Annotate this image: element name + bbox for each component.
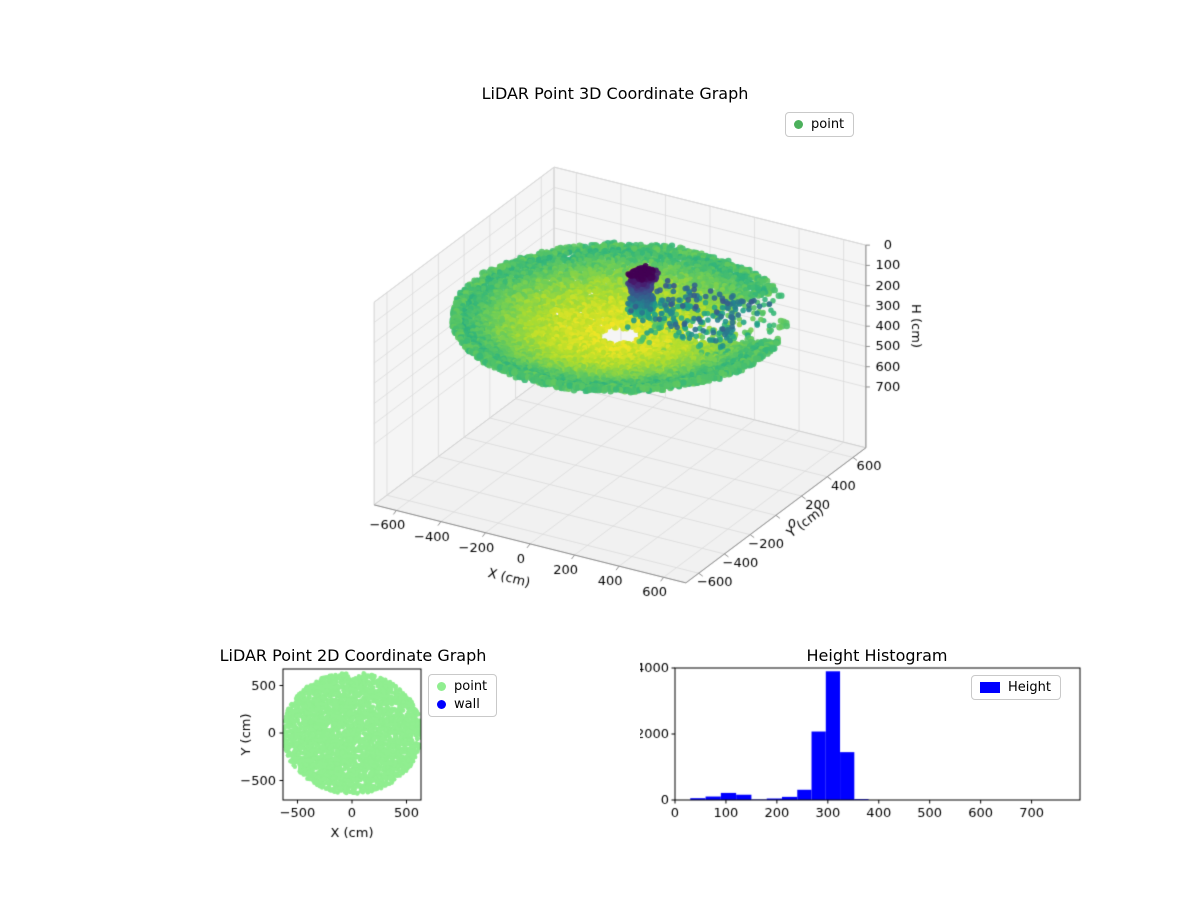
legend-entry-point: point	[794, 117, 844, 132]
plot2d-canvas	[240, 640, 540, 855]
height-marker-icon	[980, 682, 1000, 693]
point-marker-icon	[437, 682, 446, 691]
legend-entry-height: Height	[980, 680, 1051, 695]
plot3d-legend: point	[785, 112, 855, 137]
point-marker-icon	[794, 120, 803, 129]
plot2d-legend: point wall	[428, 674, 498, 717]
legend-label-height: Height	[1008, 680, 1051, 695]
histogram-legend: Height	[971, 675, 1061, 700]
legend-entry-point: point	[437, 679, 487, 694]
legend-label-point: point	[454, 679, 488, 694]
legend-entry-wall: wall	[437, 697, 487, 712]
plot3d-title: LiDAR Point 3D Coordinate Graph	[481, 84, 749, 103]
legend-label-wall: wall	[454, 697, 480, 712]
wall-marker-icon	[437, 700, 446, 709]
histogram-canvas	[640, 640, 1100, 860]
plot3d-canvas	[320, 130, 960, 650]
legend-label-point: point	[811, 117, 845, 132]
